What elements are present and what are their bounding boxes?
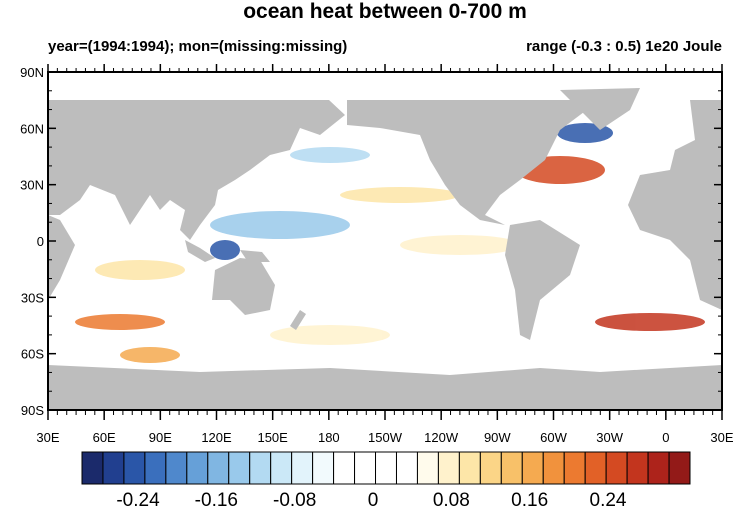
- africa-west: [48, 215, 75, 300]
- lon-label: 90W: [484, 430, 511, 445]
- lat-label: 30N: [20, 178, 44, 193]
- colorbar-box: [500, 451, 523, 485]
- south-america: [505, 220, 580, 340]
- colorbar-label: -0.16: [195, 490, 238, 510]
- lon-label: 180: [318, 430, 340, 445]
- anomaly-patch: [210, 240, 240, 260]
- anomaly-patch: [120, 347, 180, 363]
- colorbar-box: [333, 451, 356, 485]
- lon-label: 60W: [540, 430, 567, 445]
- colorbar-box: [165, 451, 188, 485]
- lat-label: 60N: [20, 121, 44, 136]
- anomaly-patch: [400, 235, 520, 255]
- colorbar-label: 0.16: [511, 490, 548, 510]
- colorbar-box: [479, 451, 502, 485]
- colorbar-box: [186, 451, 209, 485]
- lon-label: 30E: [36, 430, 59, 445]
- colorbar-box: [81, 451, 104, 485]
- colorbar-box: [123, 451, 146, 485]
- colorbar-box: [312, 451, 335, 485]
- colorbar-box: [354, 451, 377, 485]
- anomaly-patch: [210, 211, 350, 239]
- colorbar-box: [521, 451, 544, 485]
- colorbar-box: [144, 451, 167, 485]
- anomaly-patch: [340, 187, 460, 203]
- colorbar-box: [626, 451, 649, 485]
- europe-africa: [628, 100, 722, 310]
- lon-label: 30E: [710, 430, 733, 445]
- colorbar-box: [647, 451, 670, 485]
- australia: [212, 258, 275, 315]
- colorbar: -0.24 -0.16 -0.08 0 0.08 0.16 0.24: [81, 451, 691, 511]
- colorbar-box: [207, 451, 230, 485]
- map: [47, 71, 723, 411]
- colorbar-box: [249, 451, 272, 485]
- lat-label: 30S: [21, 290, 44, 305]
- anomaly-patch: [75, 314, 165, 330]
- lon-label: 120E: [201, 430, 232, 445]
- colorbar-label: 0.24: [590, 490, 627, 510]
- anomaly-patch: [595, 313, 705, 331]
- anomaly-field: [75, 123, 705, 363]
- colorbar-box: [542, 451, 565, 485]
- lon-label: 30W: [596, 430, 623, 445]
- colorbar-box: [375, 451, 397, 485]
- colorbar-box: [584, 451, 607, 485]
- colorbar-label: 0: [368, 490, 379, 510]
- colorbar-box: [605, 451, 628, 485]
- lon-label: 0: [662, 430, 669, 445]
- antarctica: [48, 365, 722, 410]
- lon-label: 150W: [368, 430, 403, 445]
- subtitle-right: range (-0.3 : 0.5) 1e20 Joule: [526, 38, 722, 55]
- colorbar-label: -0.08: [273, 490, 316, 510]
- colorbar-box: [291, 451, 314, 485]
- lat-label: 0: [37, 234, 44, 249]
- lon-label: 120W: [424, 430, 459, 445]
- colorbar-label: -0.24: [116, 490, 160, 510]
- anomaly-patch: [95, 260, 185, 280]
- colorbar-box: [395, 451, 418, 485]
- colorbar-box: [270, 451, 293, 485]
- lat-label: 60S: [21, 347, 44, 362]
- new-zealand: [290, 310, 306, 330]
- lon-label: 60E: [93, 430, 116, 445]
- colorbar-label: 0.08: [433, 490, 470, 510]
- anomaly-patch: [290, 147, 370, 163]
- title: ocean heat between 0-700 m: [243, 0, 527, 23]
- lat-label: 90N: [20, 65, 44, 80]
- colorbar-box: [102, 451, 125, 485]
- colorbar-box: [416, 451, 439, 485]
- lat-label: 90S: [21, 403, 44, 418]
- indonesia: [185, 240, 215, 262]
- anomaly-patch: [270, 325, 390, 345]
- lon-label: 90E: [149, 430, 172, 445]
- greenland: [560, 88, 640, 130]
- subtitle-left: year=(1994:1994); mon=(missing:missing): [48, 38, 347, 55]
- lon-label: 150E: [257, 430, 288, 445]
- colorbar-box: [437, 451, 460, 485]
- colorbar-box: [563, 451, 586, 485]
- asia: [48, 100, 345, 240]
- north-america: [347, 100, 600, 225]
- colorbar-box: [668, 451, 691, 485]
- colorbar-box: [458, 451, 481, 485]
- colorbar-box: [228, 451, 251, 485]
- land: [48, 88, 722, 410]
